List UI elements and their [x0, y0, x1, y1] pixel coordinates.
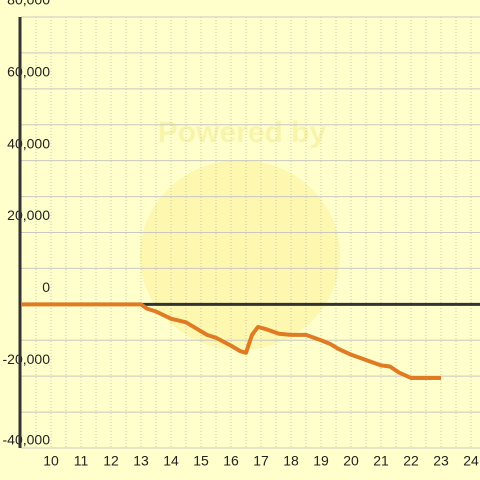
y-tick-label: -20,000: [3, 351, 51, 367]
x-tick-label: 16: [223, 453, 239, 469]
y-tick-label: 80,000: [7, 0, 50, 8]
watermark-logo: [140, 160, 340, 350]
y-tick-label: 40,000: [7, 135, 50, 151]
x-tick-label: 20: [343, 453, 359, 469]
y-tick-label: 60,000: [7, 64, 50, 80]
y-tick-label: 20,000: [7, 207, 50, 223]
x-tick-label: 11: [74, 453, 89, 469]
x-tick-label: 10: [43, 453, 59, 469]
x-tick-label: 21: [373, 453, 389, 469]
x-tick-label: 15: [193, 453, 209, 469]
x-tick-label: 24: [463, 453, 479, 469]
x-tick-label: 17: [253, 453, 269, 469]
x-tick-label: 19: [313, 453, 329, 469]
x-tick-label: 12: [103, 453, 119, 469]
x-tick-label: 18: [283, 453, 299, 469]
data-line: [21, 302, 441, 380]
y-tick-label: 0: [42, 279, 50, 295]
x-tick-label: 23: [433, 453, 449, 469]
x-tick-label: 14: [163, 453, 179, 469]
watermark: Powered by: [158, 116, 327, 149]
y-tick-label: -40,000: [3, 432, 51, 448]
x-tick-label: 13: [133, 453, 149, 469]
x-tick-label: 22: [403, 453, 419, 469]
